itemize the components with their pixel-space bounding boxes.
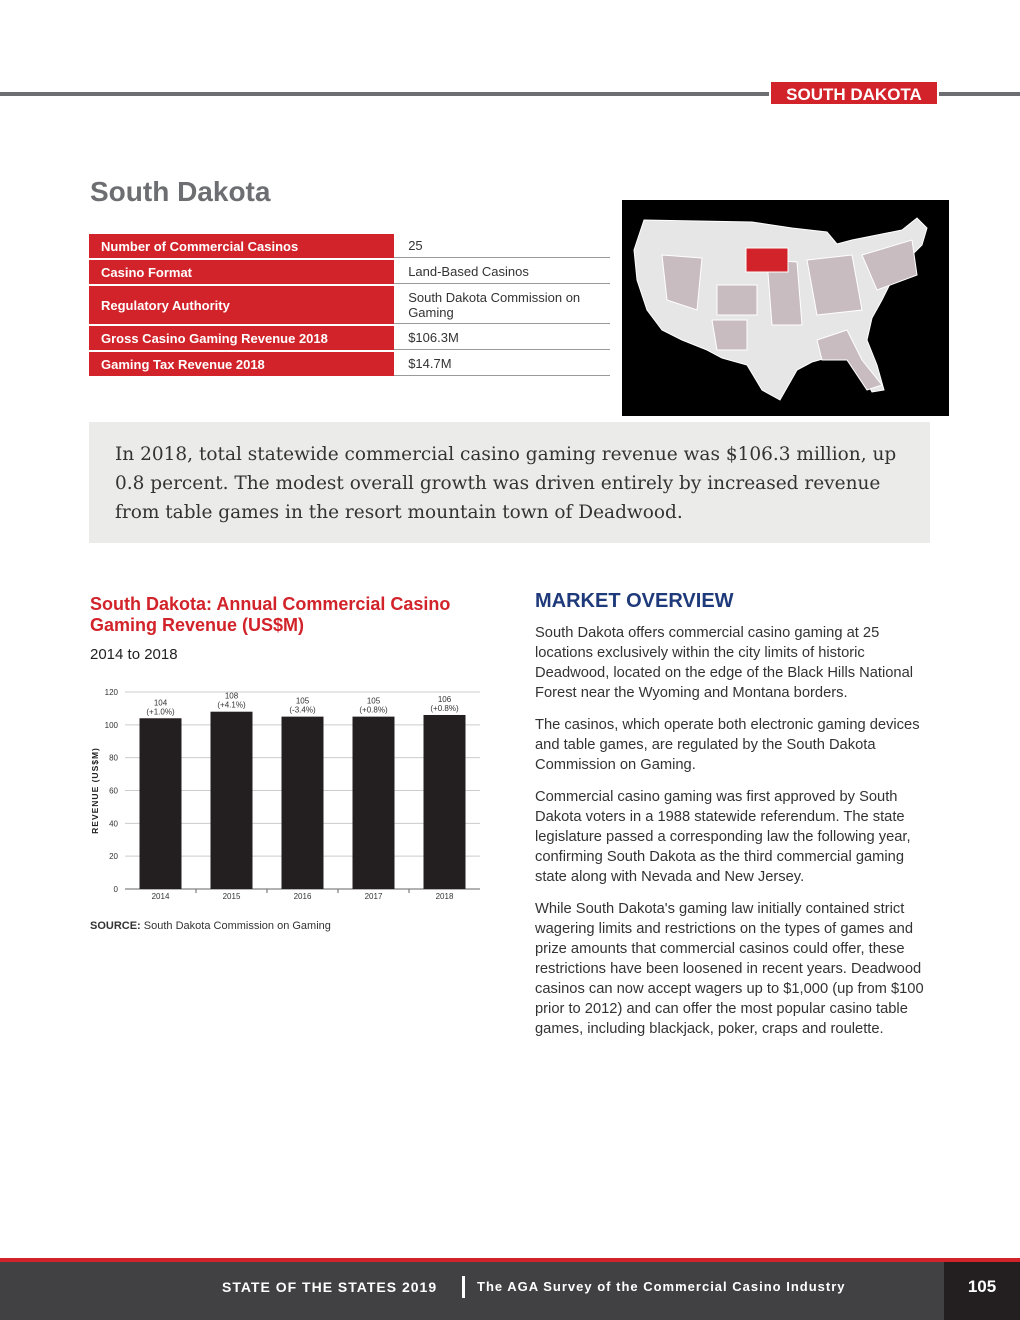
page-title: South Dakota [90, 176, 271, 207]
x-tick-label: 2014 [152, 892, 170, 901]
data-label-change: (+0.8%) [430, 704, 459, 713]
table-row: Gross Casino Gaming Revenue 2018 $106.3M [89, 326, 610, 350]
market-overview-heading: MARKET OVERVIEW [535, 590, 734, 612]
source-text: South Dakota Commission on Gaming [143, 920, 331, 932]
y-tick-label: 0 [114, 885, 119, 894]
data-label-value: 105 [367, 697, 381, 706]
bar [352, 716, 395, 889]
table-row: Regulatory Authority South Dakota Commiss… [89, 286, 610, 324]
footer-divider [462, 1276, 465, 1298]
paragraph: The casinos, which operate both electron… [535, 717, 920, 773]
fact-value: $106.3M [394, 326, 610, 350]
x-tick-label: 2018 [436, 892, 454, 901]
y-axis-label: REVENUE (US$M) [90, 747, 100, 834]
paragraph: South Dakota offers commercial casino ga… [535, 625, 914, 701]
page-number: 105 [944, 1262, 1020, 1320]
footer-rule [0, 1258, 1020, 1262]
data-label-value: 105 [296, 697, 310, 706]
state-tag: SOUTH DAKOTA [769, 80, 939, 106]
data-label-change: (+0.8%) [359, 706, 388, 715]
us-map [622, 200, 949, 416]
y-tick-label: 20 [109, 852, 118, 861]
data-label-change: (+4.1%) [217, 701, 246, 710]
y-tick-label: 80 [109, 754, 118, 763]
fact-label: Gaming Tax Revenue 2018 [89, 352, 395, 376]
revenue-bar-chart: 0 20 40 60 80 100 120 REVENUE (US$M) 2014 104(+1.… [90, 688, 480, 901]
fact-value: 25 [394, 234, 610, 258]
chart-title: South Dakota: Annual Commercial Casino G… [90, 594, 451, 635]
source-label: SOURCE: [90, 920, 141, 932]
y-tick-label: 40 [109, 819, 118, 828]
report-subtitle: The AGA Survey of the Commercial Casino … [477, 1279, 846, 1294]
x-tick-label: 2015 [223, 892, 241, 901]
fact-value: Land-Based Casinos [394, 260, 610, 284]
fact-label: Regulatory Authority [89, 286, 395, 324]
footer: STATE OF THE STATES 2019 The AGA Survey … [0, 1262, 944, 1320]
fact-label: Gross Casino Gaming Revenue 2018 [89, 326, 395, 350]
chart-subtitle: 2014 to 2018 [90, 646, 178, 663]
fact-label: Number of Commercial Casinos [89, 234, 395, 258]
neighbor-states [661, 239, 918, 391]
y-tick-label: 100 [105, 721, 119, 730]
facts-table: Number of Commercial Casinos 25 Casino Fo… [89, 232, 610, 378]
chart-source: SOURCE: South Dakota Commission on Gamin… [90, 920, 331, 932]
table-row: Number of Commercial Casinos 25 [89, 234, 610, 258]
data-label-value: 106 [438, 695, 452, 704]
bar [423, 714, 466, 889]
us-map-graphic [633, 217, 928, 401]
bar [281, 716, 324, 889]
summary-box: In 2018, total statewide commercial casi… [89, 422, 930, 543]
bar [139, 718, 182, 889]
data-label-value: 108 [225, 692, 239, 701]
market-overview-text: South Dakota offers commercial casino ga… [535, 623, 930, 1051]
table-row: Casino Format Land-Based Casinos [89, 260, 610, 284]
paragraph: While South Dakota's gaming law initiall… [535, 901, 924, 1037]
paragraph: Commercial casino gaming was first appro… [535, 789, 911, 885]
data-label-change: (-3.4%) [289, 706, 316, 715]
bar [210, 711, 253, 889]
x-tick-label: 2017 [365, 892, 383, 901]
fact-value: $14.7M [394, 352, 610, 376]
data-label-value: 104 [154, 698, 168, 707]
y-tick-label: 120 [105, 688, 119, 697]
y-tick-label: 60 [109, 787, 118, 796]
header-rule [0, 92, 1020, 96]
table-row: Gaming Tax Revenue 2018 $14.7M [89, 352, 610, 376]
x-tick-label: 2016 [294, 892, 312, 901]
fact-value: South Dakota Commission on Gaming [394, 286, 610, 324]
data-label-change: (+1.0%) [146, 707, 175, 716]
report-title: STATE OF THE STATES 2019 [222, 1279, 438, 1295]
south-dakota-highlight [745, 247, 789, 273]
fact-label: Casino Format [89, 260, 395, 284]
